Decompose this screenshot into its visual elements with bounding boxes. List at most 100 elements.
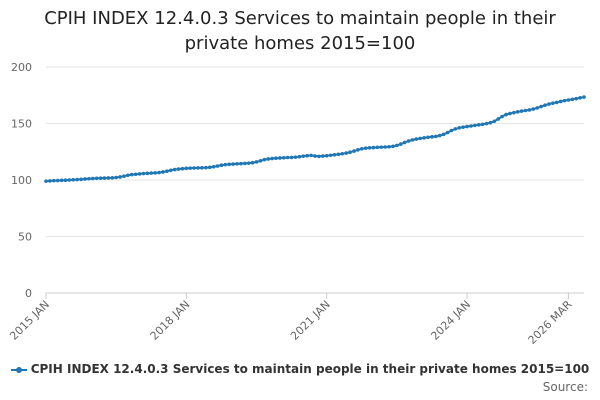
data-point[interactable] bbox=[551, 101, 555, 105]
data-point[interactable] bbox=[122, 174, 126, 178]
data-point[interactable] bbox=[196, 166, 200, 170]
data-point[interactable] bbox=[519, 109, 524, 113]
data-point[interactable] bbox=[52, 178, 56, 183]
data-point[interactable] bbox=[535, 106, 540, 110]
data-point[interactable] bbox=[157, 170, 161, 175]
data-point[interactable] bbox=[44, 179, 48, 183]
data-point[interactable] bbox=[176, 167, 181, 171]
data-point[interactable] bbox=[336, 152, 341, 157]
data-point[interactable] bbox=[387, 144, 391, 149]
data-point[interactable] bbox=[110, 176, 115, 180]
data-point[interactable] bbox=[223, 162, 228, 167]
data-point[interactable] bbox=[94, 176, 99, 181]
data-point[interactable] bbox=[508, 111, 512, 116]
data-point[interactable] bbox=[398, 142, 403, 146]
data-point[interactable] bbox=[145, 171, 150, 176]
data-point[interactable] bbox=[359, 147, 364, 151]
data-point[interactable] bbox=[297, 154, 302, 159]
data-point[interactable] bbox=[129, 172, 134, 177]
data-point[interactable] bbox=[98, 176, 103, 180]
data-point[interactable] bbox=[504, 112, 508, 117]
data-point[interactable] bbox=[274, 156, 278, 160]
data-point[interactable] bbox=[379, 145, 384, 149]
data-point[interactable] bbox=[317, 154, 321, 159]
data-point[interactable] bbox=[437, 133, 442, 138]
data-point[interactable] bbox=[67, 178, 72, 182]
data-point[interactable] bbox=[578, 96, 582, 100]
data-point[interactable] bbox=[153, 171, 157, 175]
data-point[interactable] bbox=[87, 176, 91, 181]
data-point[interactable] bbox=[188, 166, 193, 170]
data-point[interactable] bbox=[469, 124, 473, 128]
data-point[interactable] bbox=[562, 98, 567, 103]
data-point[interactable] bbox=[352, 149, 356, 153]
data-point[interactable] bbox=[254, 160, 259, 164]
data-point[interactable] bbox=[515, 110, 520, 114]
data-point[interactable] bbox=[340, 151, 345, 156]
data-point[interactable] bbox=[192, 166, 196, 170]
data-point[interactable] bbox=[172, 167, 177, 172]
data-point[interactable] bbox=[161, 170, 165, 174]
data-point[interactable] bbox=[59, 178, 64, 183]
data-point[interactable] bbox=[332, 153, 337, 157]
data-point[interactable] bbox=[207, 165, 212, 170]
data-point[interactable] bbox=[543, 103, 547, 107]
data-point[interactable] bbox=[414, 137, 419, 141]
data-point[interactable] bbox=[406, 139, 411, 143]
data-point[interactable] bbox=[48, 179, 52, 183]
data-point[interactable] bbox=[582, 95, 586, 99]
data-point[interactable] bbox=[305, 153, 310, 158]
data-point[interactable] bbox=[301, 154, 306, 158]
data-point[interactable] bbox=[465, 124, 469, 129]
data-point[interactable] bbox=[441, 132, 446, 137]
data-point[interactable] bbox=[500, 114, 504, 119]
data-point[interactable] bbox=[461, 125, 465, 129]
data-point[interactable] bbox=[55, 178, 60, 183]
data-point[interactable] bbox=[570, 97, 575, 102]
data-point[interactable] bbox=[239, 161, 243, 166]
data-point[interactable] bbox=[449, 128, 454, 133]
data-point[interactable] bbox=[270, 156, 274, 161]
data-point[interactable] bbox=[422, 136, 426, 140]
data-point[interactable] bbox=[383, 145, 387, 149]
data-point[interactable] bbox=[574, 96, 578, 101]
data-point[interactable] bbox=[102, 176, 107, 180]
data-point[interactable] bbox=[149, 171, 154, 175]
data-point[interactable] bbox=[126, 173, 130, 178]
data-point[interactable] bbox=[137, 172, 142, 176]
data-point[interactable] bbox=[90, 176, 95, 181]
data-point[interactable] bbox=[363, 146, 368, 150]
data-point[interactable] bbox=[75, 177, 79, 182]
data-point[interactable] bbox=[282, 155, 286, 160]
data-point[interactable] bbox=[531, 107, 536, 111]
data-point[interactable] bbox=[566, 98, 571, 102]
data-point[interactable] bbox=[554, 100, 559, 105]
data-point[interactable] bbox=[473, 123, 477, 128]
data-point[interactable] bbox=[348, 150, 352, 154]
data-point[interactable] bbox=[445, 130, 450, 135]
data-point[interactable] bbox=[328, 153, 333, 158]
data-point[interactable] bbox=[496, 117, 501, 121]
data-point[interactable] bbox=[293, 155, 298, 159]
data-point[interactable] bbox=[453, 127, 458, 131]
data-point[interactable] bbox=[258, 158, 263, 163]
data-point[interactable] bbox=[235, 162, 239, 166]
data-point[interactable] bbox=[165, 169, 169, 173]
data-point[interactable] bbox=[512, 110, 516, 115]
data-point[interactable] bbox=[488, 120, 493, 125]
data-point[interactable] bbox=[480, 122, 485, 127]
data-point[interactable] bbox=[168, 168, 173, 173]
data-point[interactable] bbox=[215, 164, 220, 168]
data-point[interactable] bbox=[133, 172, 138, 177]
data-point[interactable] bbox=[492, 119, 497, 124]
data-point[interactable] bbox=[547, 102, 551, 106]
data-point[interactable] bbox=[250, 160, 255, 165]
data-point[interactable] bbox=[434, 134, 438, 139]
data-point[interactable] bbox=[243, 161, 247, 166]
data-point[interactable] bbox=[344, 151, 348, 155]
data-point[interactable] bbox=[418, 136, 423, 141]
data-point[interactable] bbox=[426, 135, 430, 140]
data-point[interactable] bbox=[527, 108, 532, 112]
data-point[interactable] bbox=[356, 148, 360, 152]
data-point[interactable] bbox=[246, 161, 251, 165]
